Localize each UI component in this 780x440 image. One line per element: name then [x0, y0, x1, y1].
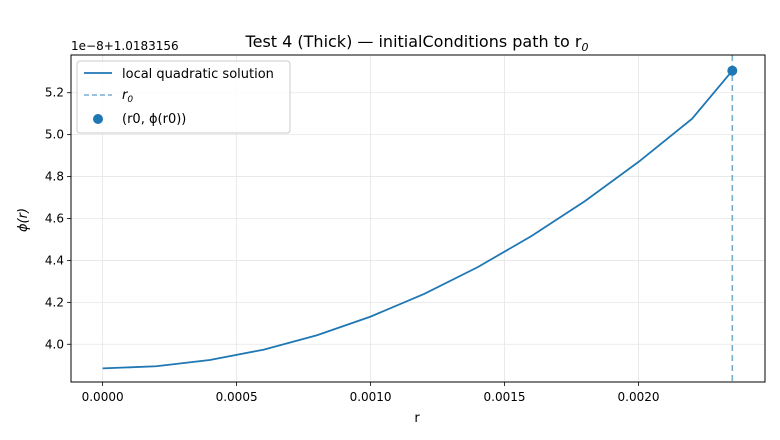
y-tick-label: 5.0: [45, 128, 64, 142]
y-tick-label: 4.8: [45, 170, 64, 184]
x-ticks: 0.0000 0.0005 0.0010 0.0015 0.0020: [82, 382, 660, 404]
y-ticks: 4.0 4.2 4.4 4.6 4.8 5.0 5.2: [45, 86, 71, 351]
legend: local quadratic solution r0 (r0, ϕ(r0)): [76, 60, 291, 134]
y-tick-label: 4.4: [45, 253, 64, 267]
x-tick-label: 0.0010: [350, 390, 392, 404]
y-axis-label: ϕ(r): [16, 208, 31, 232]
chart-title: Test 4 (Thick) — initialConditions path …: [245, 32, 589, 54]
legend-label-r0: r0: [122, 88, 133, 105]
x-tick-label: 0.0005: [216, 390, 258, 404]
y-tick-label: 5.2: [45, 86, 64, 100]
x-tick-label: 0.0020: [618, 390, 660, 404]
x-axis-label: r: [414, 411, 420, 426]
x-tick-label: 0.0015: [484, 390, 526, 404]
legend-marker-point: [93, 114, 103, 124]
y-tick-label: 4.0: [45, 337, 64, 351]
series-layer: [102, 55, 738, 382]
legend-label-solution: local quadratic solution: [122, 67, 274, 82]
y-tick-label: 4.2: [45, 295, 64, 309]
y-offset-label: 1e−8+1.0183156: [71, 39, 179, 53]
y-tick-label: 4.6: [45, 212, 64, 226]
x-tick-label: 0.0000: [82, 390, 124, 404]
title-subscript: 0: [581, 41, 588, 54]
r0-point-marker: [727, 65, 738, 76]
legend-box: [76, 60, 291, 134]
series-line-quadratic-solution: [102, 70, 734, 370]
legend-label-point: (r0, ϕ(r0)): [122, 112, 186, 127]
